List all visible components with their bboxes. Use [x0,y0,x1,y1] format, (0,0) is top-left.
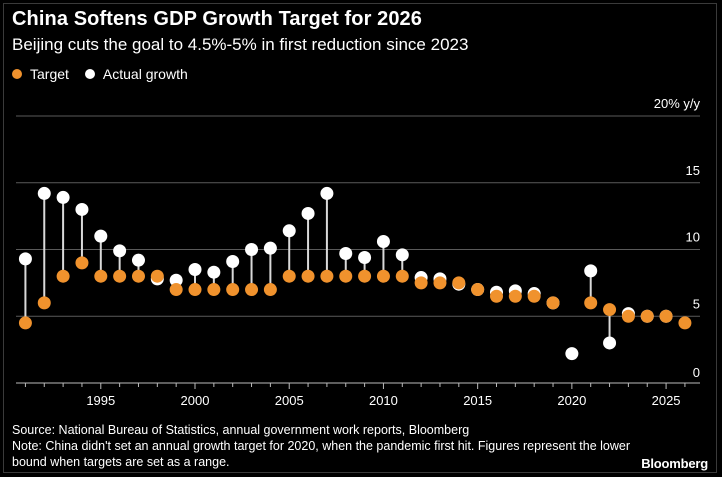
target-point [508,289,522,303]
actual-growth-point [320,186,334,200]
target-point [640,309,654,323]
target-point [603,303,617,317]
target-point [301,269,315,283]
target-point [471,283,485,297]
y-tick-label: 0 [693,365,700,380]
actual-growth-point [169,273,183,287]
chart-title: China Softens GDP Growth Target for 2026 [12,8,422,30]
brand-logo: Bloomberg [641,456,708,471]
target-point [395,269,409,283]
target-point [75,256,89,270]
target-point [131,269,145,283]
actual-growth-point [94,229,108,243]
actual-growth-point [282,224,296,238]
actual-growth-point [584,264,598,278]
actual-growth-point [395,248,409,262]
legend-item-actual: Actual growth [84,66,188,82]
legend-actual-label: Actual growth [102,66,188,82]
target-point [339,269,353,283]
x-tick-label: 2005 [275,393,304,408]
actual-growth-point [603,336,617,350]
legend: Target Actual growth [12,66,204,82]
target-point [433,276,447,290]
y-tick-label: 5 [693,296,700,311]
target-point [320,269,334,283]
target-point [659,309,673,323]
x-tick-label: 2000 [181,393,210,408]
chart-frame [3,3,717,473]
actual-growth-point [131,253,145,267]
target-point [376,269,390,283]
target-point [245,283,259,297]
target-point [414,276,428,290]
actual-growth-point [56,190,70,204]
target-point [113,269,127,283]
target-point [18,316,32,330]
actual-growth-point [37,186,51,200]
actual-growth-point [358,251,372,265]
actual-growth-point [376,234,390,248]
actual-growth-point [226,255,240,269]
actual-growth-point [339,247,353,261]
target-point [37,296,51,310]
x-tick-label: 2025 [652,393,681,408]
target-point [226,283,240,297]
x-tick-label: 2020 [557,393,586,408]
legend-actual-marker [84,69,95,79]
target-point [358,269,372,283]
footer: Source: National Bureau of Statistics, a… [12,422,652,470]
target-point [584,296,598,310]
target-point [452,276,466,290]
actual-growth-point [207,265,221,279]
actual-growth-point [263,241,277,255]
target-point [527,289,541,303]
actual-growth-point [301,206,315,220]
footnote: Note: China didn't set an annual growth … [12,439,631,469]
actual-growth-point [75,202,89,216]
target-point [263,283,277,297]
target-point [169,283,183,297]
actual-growth-point [565,347,579,361]
target-point [282,269,296,283]
chart-subtitle: Beijing cuts the goal to 4.5%-5% in firs… [12,35,469,54]
target-point [94,269,108,283]
y-tick-label: 10 [686,230,700,245]
target-point [188,283,202,297]
actual-growth-point [245,243,259,256]
source-note: Source: National Bureau of Statistics, a… [12,423,470,437]
x-tick-label: 2015 [463,393,492,408]
x-tick-label: 1995 [86,393,115,408]
target-point [546,296,560,310]
target-point [56,269,70,283]
legend-target-label: Target [30,66,69,82]
x-tick-label: 2010 [369,393,398,408]
actual-growth-point [188,263,202,277]
target-point [621,309,635,323]
target-point [489,289,503,303]
actual-growth-point [113,244,127,258]
target-point [207,283,221,297]
legend-target-marker [12,69,22,79]
legend-item-target: Target [12,66,69,82]
target-point [678,316,692,330]
actual-growth-point [18,252,32,266]
y-tick-label: 20% y/y [654,96,701,111]
y-tick-label: 15 [686,163,700,178]
target-point [150,269,164,283]
